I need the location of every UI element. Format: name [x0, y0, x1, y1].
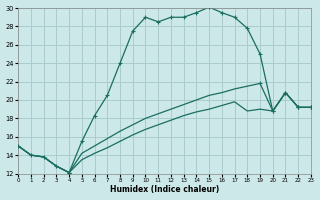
X-axis label: Humidex (Indice chaleur): Humidex (Indice chaleur) [110, 185, 219, 194]
